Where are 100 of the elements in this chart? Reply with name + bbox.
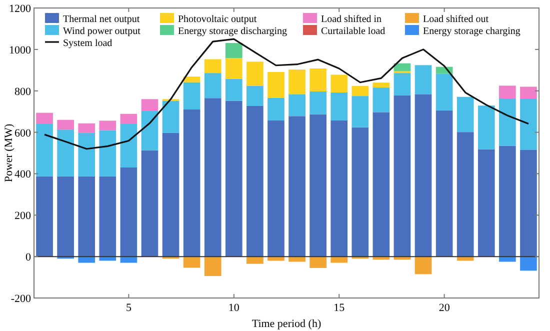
bar <box>330 74 348 93</box>
bar <box>372 112 390 257</box>
legend-label: Energy storage discharging <box>178 26 288 37</box>
y-tick-label: 200 <box>14 210 32 222</box>
bar <box>456 96 474 132</box>
bar <box>204 256 222 276</box>
bar <box>246 62 264 86</box>
bar <box>414 256 432 274</box>
x-tick-label: 5 <box>126 302 132 314</box>
y-tick-label: 600 <box>14 127 32 140</box>
bar <box>288 256 306 262</box>
bar <box>120 124 138 168</box>
bar <box>141 150 158 257</box>
bar <box>330 120 348 257</box>
line-series <box>44 38 530 150</box>
x-axis-title: Time period (h) <box>252 318 322 330</box>
bar <box>246 256 264 264</box>
bar <box>162 100 180 133</box>
y-tick-label: -200 <box>10 293 32 305</box>
bar <box>499 146 516 257</box>
bar <box>246 86 264 106</box>
bar <box>414 65 432 94</box>
bar <box>78 176 96 257</box>
bar <box>120 168 138 257</box>
bar <box>183 82 200 110</box>
bar <box>372 88 390 112</box>
bar <box>36 176 53 257</box>
bar <box>99 176 116 257</box>
legend-label: Wind power output <box>63 26 141 37</box>
bar <box>162 132 180 257</box>
bar <box>478 149 495 257</box>
bar <box>225 78 242 101</box>
bar <box>352 96 369 128</box>
bar <box>520 256 537 271</box>
bar <box>57 130 74 176</box>
bar <box>57 120 74 130</box>
bar <box>520 150 537 257</box>
legend-label: Photovoltaic output <box>178 14 257 25</box>
bar <box>204 59 222 74</box>
bar <box>141 99 158 111</box>
bar <box>225 100 242 257</box>
y-tick-label: 0 <box>26 252 32 264</box>
bar <box>204 98 222 257</box>
bar <box>310 68 326 92</box>
bar <box>99 120 116 130</box>
bar <box>99 130 116 176</box>
bar <box>204 73 222 98</box>
bar <box>78 132 96 176</box>
y-tick-label: 400 <box>14 168 32 181</box>
bar <box>288 94 306 116</box>
bar <box>268 98 284 120</box>
bar <box>352 127 369 257</box>
legend-label: System load <box>63 38 112 49</box>
bar <box>436 74 453 111</box>
bar <box>330 92 348 120</box>
bar <box>36 124 53 176</box>
bar <box>268 72 284 98</box>
bar <box>520 86 537 99</box>
legend-label: Load shifted out <box>423 14 489 25</box>
y-tick-label: 1000 <box>9 44 32 56</box>
legend-label: Energy storage charging <box>423 26 520 37</box>
bar <box>183 76 200 82</box>
bar <box>36 112 53 124</box>
bar <box>310 114 326 257</box>
bar <box>352 86 369 96</box>
bar <box>183 110 200 257</box>
y-tick-label: 1200 <box>9 3 32 15</box>
bar <box>520 98 537 150</box>
x-tick-label: 10 <box>228 302 240 314</box>
bar <box>310 256 326 268</box>
bar <box>141 110 158 150</box>
bar <box>78 123 96 133</box>
y-tick-label: 800 <box>14 86 32 98</box>
bar <box>57 176 74 257</box>
x-tick-label: 15 <box>334 302 346 314</box>
bar <box>120 256 138 263</box>
legend-label: Thermal net output <box>63 14 140 25</box>
bar <box>310 91 326 114</box>
bar <box>225 43 242 58</box>
bar <box>499 86 516 99</box>
y-axis-title: Power (MW) <box>3 123 15 182</box>
bar <box>372 82 390 88</box>
bar <box>414 94 432 257</box>
bar <box>394 95 411 257</box>
bar <box>78 256 96 263</box>
bar <box>246 106 264 257</box>
bar <box>478 106 495 150</box>
bar <box>225 58 242 79</box>
bar <box>499 256 516 262</box>
bar <box>456 132 474 257</box>
bar <box>436 110 453 257</box>
bar <box>499 98 516 146</box>
bar <box>288 116 306 257</box>
bar <box>183 256 200 268</box>
bar <box>268 120 284 257</box>
legend-label: Curtailable load <box>321 26 386 37</box>
bar <box>394 73 411 96</box>
legend-label: Load shifted in <box>321 14 382 25</box>
bar <box>288 70 306 94</box>
bar <box>330 256 348 263</box>
